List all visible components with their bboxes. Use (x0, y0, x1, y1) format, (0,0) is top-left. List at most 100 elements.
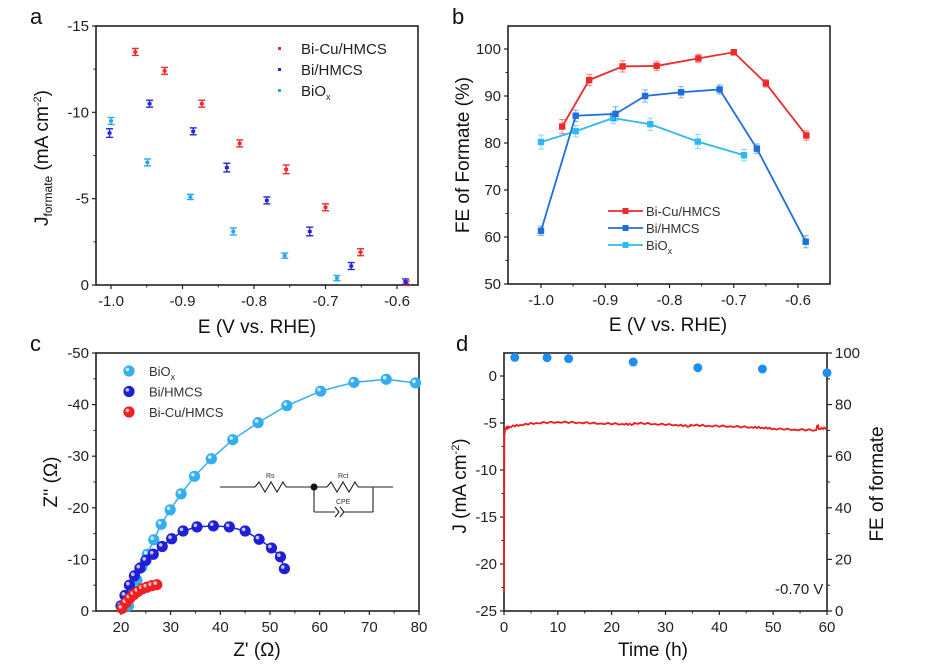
panel-a-series-0 (131, 47, 410, 287)
data-point (559, 123, 566, 130)
panel-label-c: c (30, 331, 41, 356)
equivalent-circuit-inset (220, 480, 393, 518)
data-point-fe (510, 352, 520, 362)
panel-c-xtick-label: 20 (113, 619, 130, 636)
data-point (537, 138, 545, 146)
panel-d-xtick-label: 0 (500, 619, 508, 636)
data-point-highlight (283, 402, 288, 406)
legend-marker (123, 406, 135, 418)
data-point (403, 280, 408, 284)
legend-marker (278, 68, 281, 71)
data-point-highlight (143, 550, 148, 555)
panel-b-series-0 (559, 48, 810, 141)
panel-a-frame (95, 25, 419, 286)
legend-marker (622, 208, 629, 214)
data-point-highlight (317, 387, 321, 392)
data-point (315, 385, 327, 397)
data-point (730, 49, 737, 56)
legend-marker-highlight (125, 367, 130, 372)
series-line-current-density (503, 420, 828, 593)
panel-a-ytick-label: -15 (67, 18, 89, 35)
panel-d-ytick-label-right: 100 (835, 345, 860, 362)
data-point (740, 152, 748, 159)
panel-c-ytick-label: -40 (67, 397, 89, 414)
data-point (380, 373, 392, 385)
data-point (162, 69, 167, 73)
data-point (609, 114, 617, 122)
data-point-highlight (158, 543, 163, 547)
panel-c-xtick-label: 70 (361, 619, 378, 636)
data-point (572, 112, 579, 119)
panel-d-ytick-label: -10 (475, 462, 497, 479)
data-point-highlight (277, 553, 281, 558)
data-point-fe (564, 354, 574, 364)
data-point-highlight (136, 564, 141, 569)
data-point (762, 80, 770, 87)
panel-c-xtick-label: 50 (262, 619, 279, 636)
data-point-fe (693, 363, 703, 373)
panel-c-frame (95, 352, 420, 612)
data-point (231, 229, 236, 233)
data-point-highlight (168, 535, 172, 539)
data-point-highlight (157, 520, 162, 525)
panel-d-ytick-label: -25 (475, 603, 497, 620)
data-point (239, 525, 251, 537)
panel-d-xtick-label: 40 (711, 619, 728, 636)
data-point (156, 540, 168, 553)
data-point (107, 131, 112, 135)
panel-c-ylabel: Z'' (Ω) (41, 457, 62, 508)
data-point (404, 281, 409, 285)
data-point (803, 132, 810, 139)
circuit-label-rct: Rct (338, 473, 349, 480)
data-point-highlight (177, 490, 182, 495)
data-point-highlight (382, 375, 387, 380)
data-point (677, 89, 685, 96)
data-point-fe (822, 368, 832, 378)
panel-a-xtick-label: -0.8 (241, 293, 267, 310)
data-point-highlight (281, 565, 285, 569)
panel-d-ytick-label: -5 (484, 415, 497, 432)
data-point (191, 129, 196, 133)
data-point-highlight (412, 379, 416, 384)
panel-d-xtick-label: 30 (657, 619, 674, 636)
data-point (151, 579, 163, 591)
legend-marker (622, 225, 629, 231)
panel-b-ytick-label: 80 (484, 135, 501, 152)
data-point (175, 488, 187, 500)
data-point (274, 551, 287, 563)
panel-a-ylabel: Jformate (mA cm-2) (32, 90, 55, 226)
legend-label: Bi-Cu/HMCS (301, 41, 387, 58)
data-point-highlight (254, 419, 259, 423)
data-point (109, 119, 113, 123)
data-point-highlight (166, 506, 171, 511)
panel-a-ytick-label: -5 (76, 191, 89, 208)
panel-label-b: b (452, 4, 464, 29)
data-point (155, 518, 167, 530)
data-point-highlight (268, 544, 272, 549)
panel-c-xtick-label: 80 (411, 619, 428, 636)
circuit-node (310, 483, 318, 491)
panel-c-ytick-label: -10 (67, 551, 89, 568)
panel-b-xlabel: E (V vs. RHE) (609, 315, 727, 336)
legend-marker-highlight (125, 408, 130, 413)
panel-d-ytick-label-right: 0 (835, 603, 843, 620)
panel-d-xtick-label: 50 (765, 619, 782, 636)
legend-label: Bi/HMCS (646, 221, 700, 236)
panel-c-xlabel: Z' (Ω) (233, 640, 280, 661)
data-point (282, 254, 287, 258)
data-point (348, 376, 360, 389)
data-point (253, 533, 265, 545)
panel-d-frame (503, 352, 828, 612)
circuit-label-cpe: CPE (336, 499, 351, 506)
panel-b-xtick-label: -0.6 (785, 292, 811, 309)
data-point (334, 276, 339, 280)
data-point (237, 141, 242, 145)
data-point (227, 434, 239, 446)
data-point (164, 504, 176, 516)
panel-b-ytick-label: 100 (476, 41, 501, 58)
data-point (537, 227, 545, 235)
data-point (205, 453, 217, 465)
data-point-highlight (118, 605, 123, 609)
panel-a-xtick-label: -0.7 (313, 293, 339, 310)
panel-d-ytick-label: 0 (489, 368, 497, 385)
